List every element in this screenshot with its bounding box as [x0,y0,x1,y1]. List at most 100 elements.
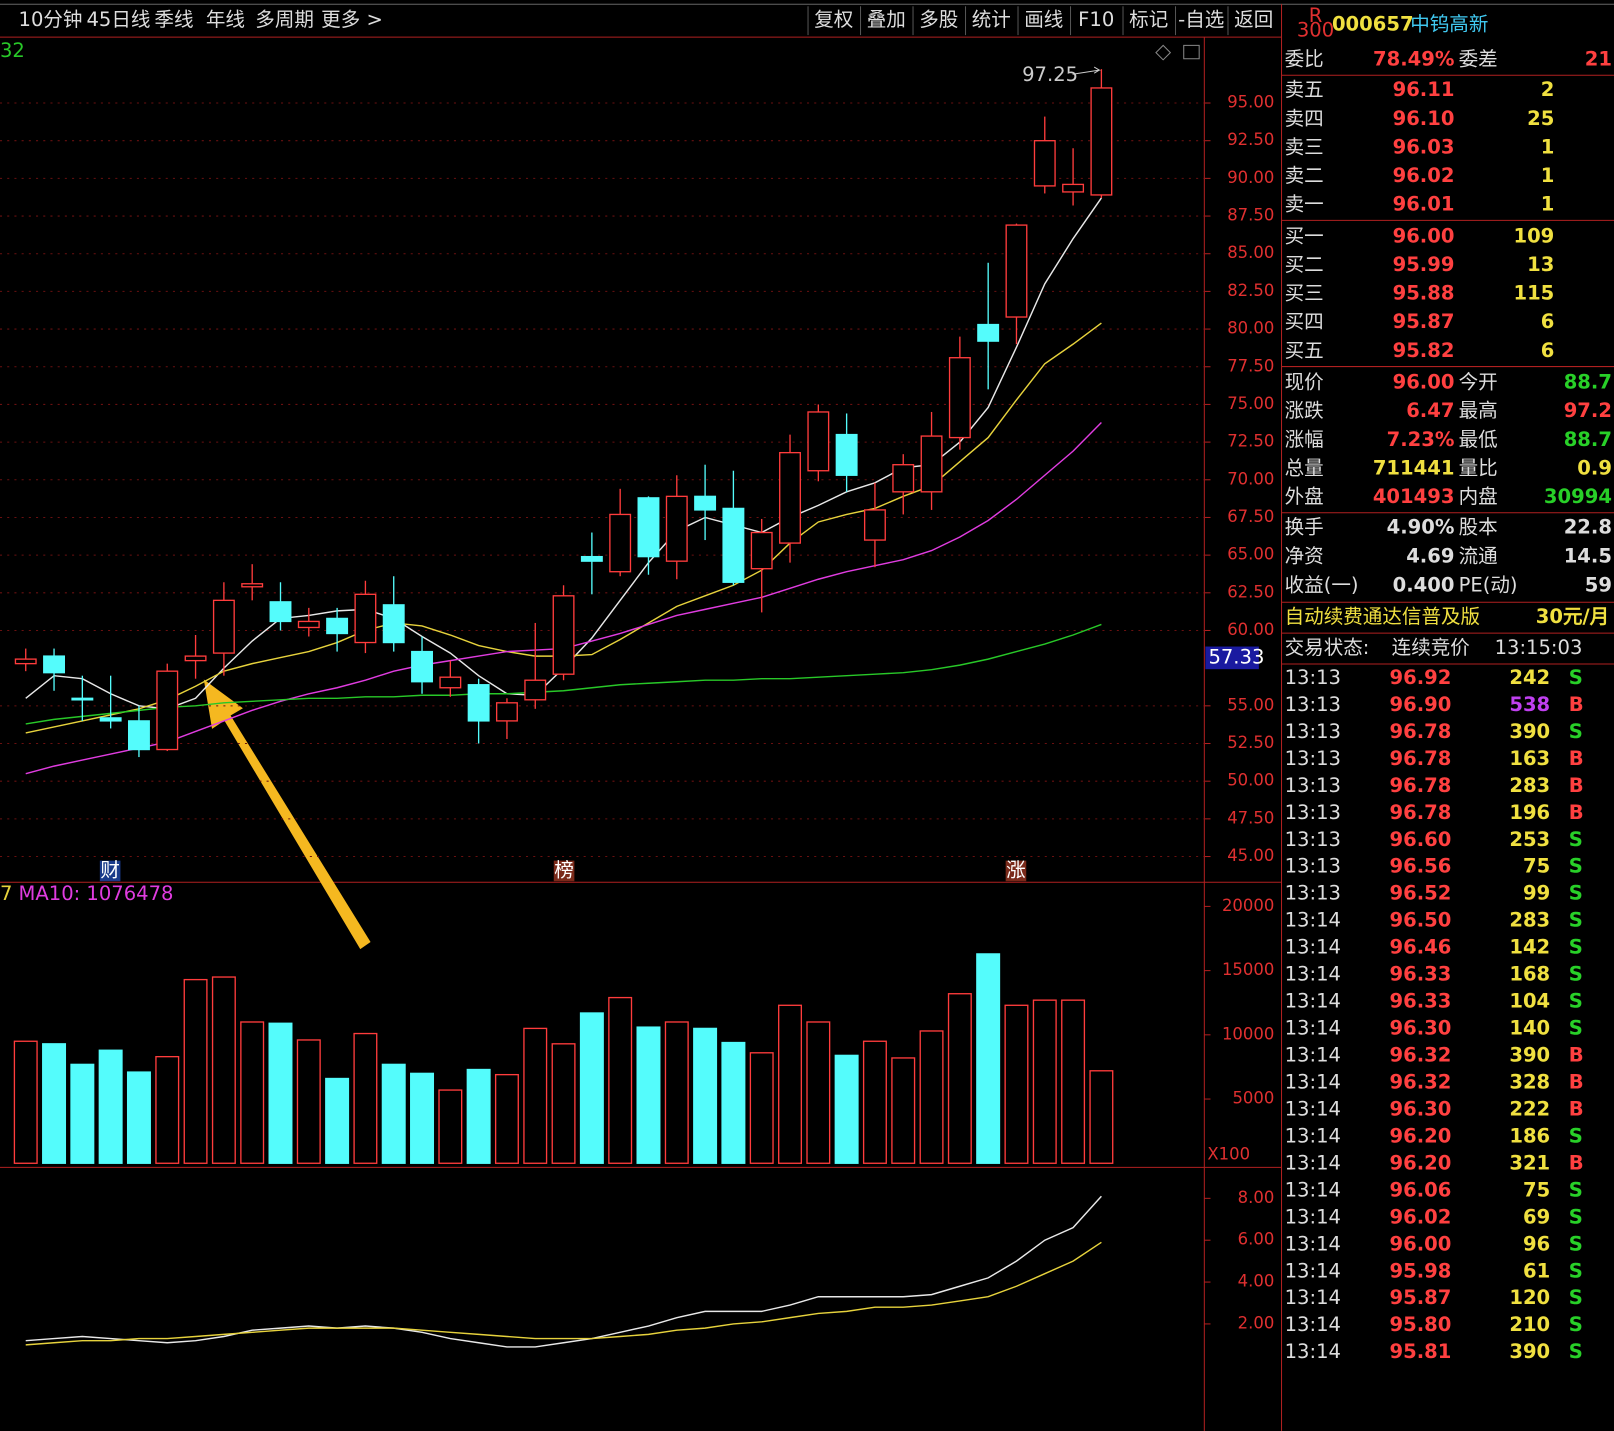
book-label: 买二 [1285,253,1324,276]
tick-volume: 390 [1509,720,1550,743]
book-volume: 13 [1527,253,1554,276]
indicator-line [25,1241,1102,1346]
tick-time: 13:14 [1285,1259,1341,1282]
banner[interactable]: 自动续费通达信普及版 [1285,605,1480,628]
badge: 300 [1297,18,1334,41]
candle-body [354,593,377,644]
candle-body [1005,224,1028,318]
toolbar-item[interactable]: 多周期 [255,8,314,31]
tick-side: B [1569,747,1584,770]
banner[interactable]: 30元/月 [1536,605,1609,628]
event-badge [553,860,575,882]
candle-body [127,720,150,751]
tick-price: 96.30 [1390,1097,1452,1120]
candle-body [524,679,547,701]
status: 连续竞价 [1392,636,1470,659]
volume-bar [806,1021,831,1164]
toolbar-button[interactable]: 统计 [972,8,1011,31]
book-price: 95.99 [1393,253,1455,276]
tick-volume: 242 [1509,666,1550,689]
toolbar-item[interactable]: 45日线 [86,8,150,31]
volume-bar [211,976,236,1164]
volume-bar [1004,1004,1029,1164]
candle-body [495,702,518,722]
field-label: 最高 [1459,399,1498,422]
toolbar-button[interactable]: 复权 [814,8,853,31]
book-price: 96.10 [1393,107,1455,130]
candle-body [297,620,320,629]
toolbar-item[interactable]: 季线 [154,8,193,31]
candle-body [71,697,94,701]
book-volume: 2 [1541,78,1555,101]
volume-bar [126,1071,151,1164]
volume-bar [438,1089,463,1164]
y-tick-label: 75.00 [1227,394,1274,413]
book-label: 买三 [1285,282,1324,305]
toolbar-button[interactable]: 叠加 [867,8,906,31]
tick-volume: 186 [1509,1124,1550,1147]
tick-volume: 104 [1509,990,1550,1013]
field-value: 14.5 [1564,544,1612,567]
tick-side: B [1569,693,1584,716]
toolbar-button[interactable]: 标记 [1129,8,1168,31]
tick-side: S [1569,720,1583,743]
tick-volume: 69 [1523,1205,1550,1228]
y-tick-label: 20000 [1222,896,1274,915]
toolbar-button[interactable]: 画线 [1024,8,1063,31]
tick-volume: 253 [1509,828,1550,851]
toolbar-button[interactable]: -自选 [1178,8,1224,31]
y-tick-label: 8.00 [1238,1188,1275,1207]
tick-time: 13:14 [1285,1124,1341,1147]
candle-body [156,670,179,751]
volume-bar [42,1043,67,1164]
tick-volume: 75 [1523,855,1550,878]
tick-volume: 140 [1509,1017,1550,1040]
tick-volume: 538 [1509,693,1550,716]
tick-volume: 168 [1509,963,1550,986]
volume-bar [70,1063,95,1164]
toolbar-button[interactable]: 多股 [919,8,958,31]
field-value: 7.23% [1387,428,1455,451]
stock-code: 000657 [1332,12,1414,35]
tick-side: S [1569,828,1583,851]
tick-time: 13:13 [1285,882,1341,905]
tick-time: 13:14 [1285,1097,1341,1120]
candle-body [382,604,405,644]
field-value: 22.8 [1564,516,1612,539]
book-volume: 6 [1541,339,1555,362]
tick-time: 13:13 [1285,828,1341,851]
tick-time: 13:13 [1285,747,1341,770]
tick-price: 96.78 [1390,774,1452,797]
field-label: 最低 [1459,428,1498,451]
tick-price: 96.32 [1390,1044,1452,1067]
field-label: 委比 [1285,47,1324,70]
book-label: 买四 [1285,310,1324,333]
tick-price: 96.52 [1390,882,1452,905]
toolbar-button[interactable]: F10 [1078,8,1114,31]
candle-body [184,655,207,662]
y-tick-label: 2.00 [1238,1313,1275,1332]
field-label: 换手 [1285,516,1324,539]
field-label: 现价 [1285,371,1324,394]
y-tick-label: 6.00 [1238,1230,1275,1249]
event-label: 财 [100,858,120,881]
volume-bar [183,978,208,1164]
tick-price: 96.60 [1390,828,1452,851]
candle-body [580,555,603,562]
field-value: 96.00 [1393,371,1455,394]
toolbar-item[interactable]: 年线 [206,8,245,31]
y-tick-label: 60.00 [1227,620,1274,639]
y-tick-label: 77.50 [1227,356,1274,375]
toolbar-button[interactable]: 返回 [1234,8,1273,31]
volume-bar [862,1040,887,1164]
candle-body [212,599,235,654]
field-value: 21 [1585,47,1612,70]
y-tick-label: 70.00 [1227,469,1274,488]
book-price: 96.00 [1393,224,1455,247]
high-pointer [1072,66,1101,75]
toolbar-item[interactable]: 更多 > [321,8,383,31]
toolbar-item[interactable]: 10分钟 [19,8,83,31]
tick-time: 13:14 [1285,1017,1341,1040]
field-label: 总量 [1285,456,1324,479]
tick-volume: 321 [1509,1151,1550,1174]
